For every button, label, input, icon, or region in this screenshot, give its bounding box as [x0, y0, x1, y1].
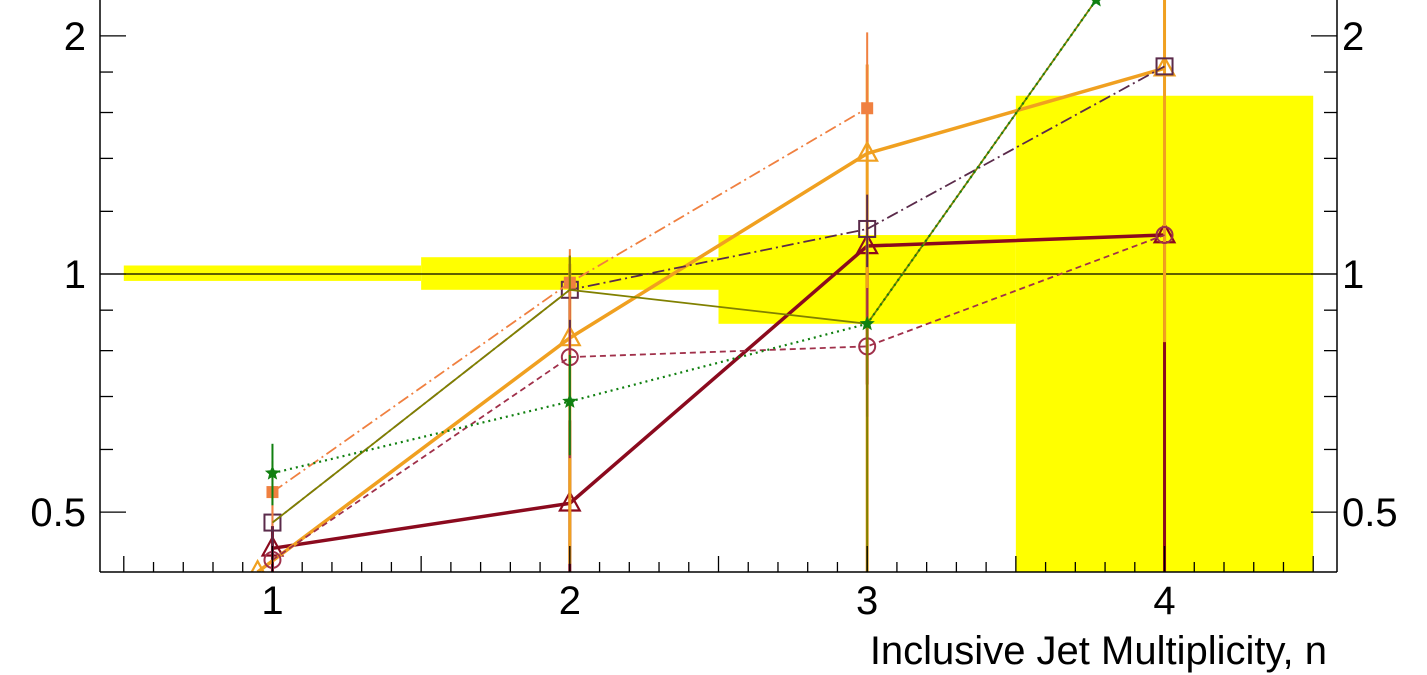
series-4-line	[271, 65, 1165, 524]
series-2-point	[855, 140, 879, 162]
series-2-point	[1152, 55, 1177, 77]
series-7-point	[264, 465, 281, 480]
axes: 1 2 3 4 0.5 0.5 1 1 2 2	[30, 0, 1398, 623]
series-7-point	[562, 393, 578, 408]
y-tick-label-right: 2	[1342, 15, 1364, 59]
series-7-point	[1091, 0, 1101, 7]
series-1-line	[272, 233, 1165, 551]
series-2-line	[256, 66, 1165, 572]
y-tick-label-right: 0.5	[1342, 491, 1398, 535]
x-tick-label: 4	[1153, 579, 1175, 623]
series-3-point	[1155, 226, 1174, 245]
y-tick-label-right: 1	[1342, 253, 1364, 297]
series-4-point	[858, 219, 877, 238]
band-bin-1	[123, 265, 422, 281]
x-tick-label: 2	[559, 579, 581, 623]
x-tick-label: 3	[856, 579, 878, 623]
series-2-point	[250, 558, 265, 572]
x-axis-label: Inclusive Jet Multiplicity, n	[870, 629, 1327, 673]
x-tick-label: 1	[261, 579, 283, 623]
uncertainty-band	[123, 95, 1314, 572]
series-5-point	[861, 102, 874, 115]
series-4-point	[1155, 57, 1174, 76]
series-7-line	[272, 0, 1097, 475]
y-tick-label-left: 1	[64, 253, 86, 297]
y-tick-label-left: 2	[64, 15, 86, 59]
series-7-point	[859, 315, 875, 331]
y-tick-label-left: 0.5	[30, 491, 86, 535]
series-7	[264, 0, 1101, 506]
series-lines	[250, 0, 1177, 572]
